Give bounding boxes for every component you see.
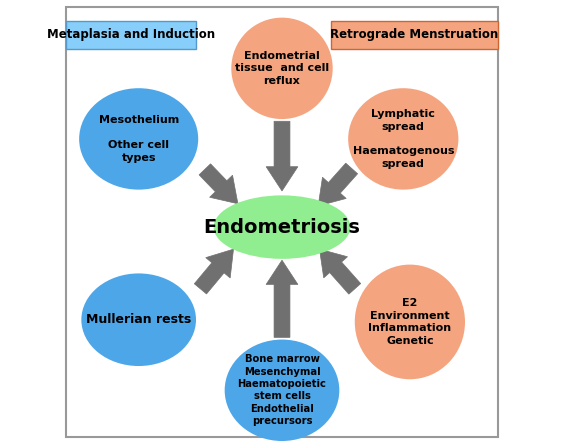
Ellipse shape <box>81 273 196 366</box>
Ellipse shape <box>224 340 340 441</box>
Polygon shape <box>266 260 298 337</box>
Ellipse shape <box>79 88 198 190</box>
FancyBboxPatch shape <box>66 21 196 49</box>
Text: Endometriosis: Endometriosis <box>204 217 360 237</box>
Polygon shape <box>319 249 361 294</box>
Ellipse shape <box>231 18 333 119</box>
Text: Retrograde Menstruation: Retrograde Menstruation <box>330 28 499 41</box>
Polygon shape <box>318 163 358 206</box>
Polygon shape <box>195 249 233 294</box>
Ellipse shape <box>355 265 465 379</box>
Text: Endometrial
tissue  and cell
reflux: Endometrial tissue and cell reflux <box>235 51 329 86</box>
Text: Bone marrow
Mesenchymal
Haematopoietic
stem cells
Endothelial
precursors: Bone marrow Mesenchymal Haematopoietic s… <box>237 354 327 426</box>
FancyBboxPatch shape <box>331 21 498 49</box>
Text: E2
Environment
Inflammation
Genetic: E2 Environment Inflammation Genetic <box>368 298 451 346</box>
Text: Metaplasia and Induction: Metaplasia and Induction <box>47 28 215 41</box>
Ellipse shape <box>214 195 350 259</box>
Text: Mesothelium

Other cell
types: Mesothelium Other cell types <box>99 115 179 163</box>
Text: Mullerian rests: Mullerian rests <box>86 313 191 326</box>
Text: Lymphatic
spread

Haematogenous
spread: Lymphatic spread Haematogenous spread <box>352 109 454 169</box>
Polygon shape <box>266 121 298 191</box>
Ellipse shape <box>348 88 459 190</box>
Polygon shape <box>199 164 238 204</box>
